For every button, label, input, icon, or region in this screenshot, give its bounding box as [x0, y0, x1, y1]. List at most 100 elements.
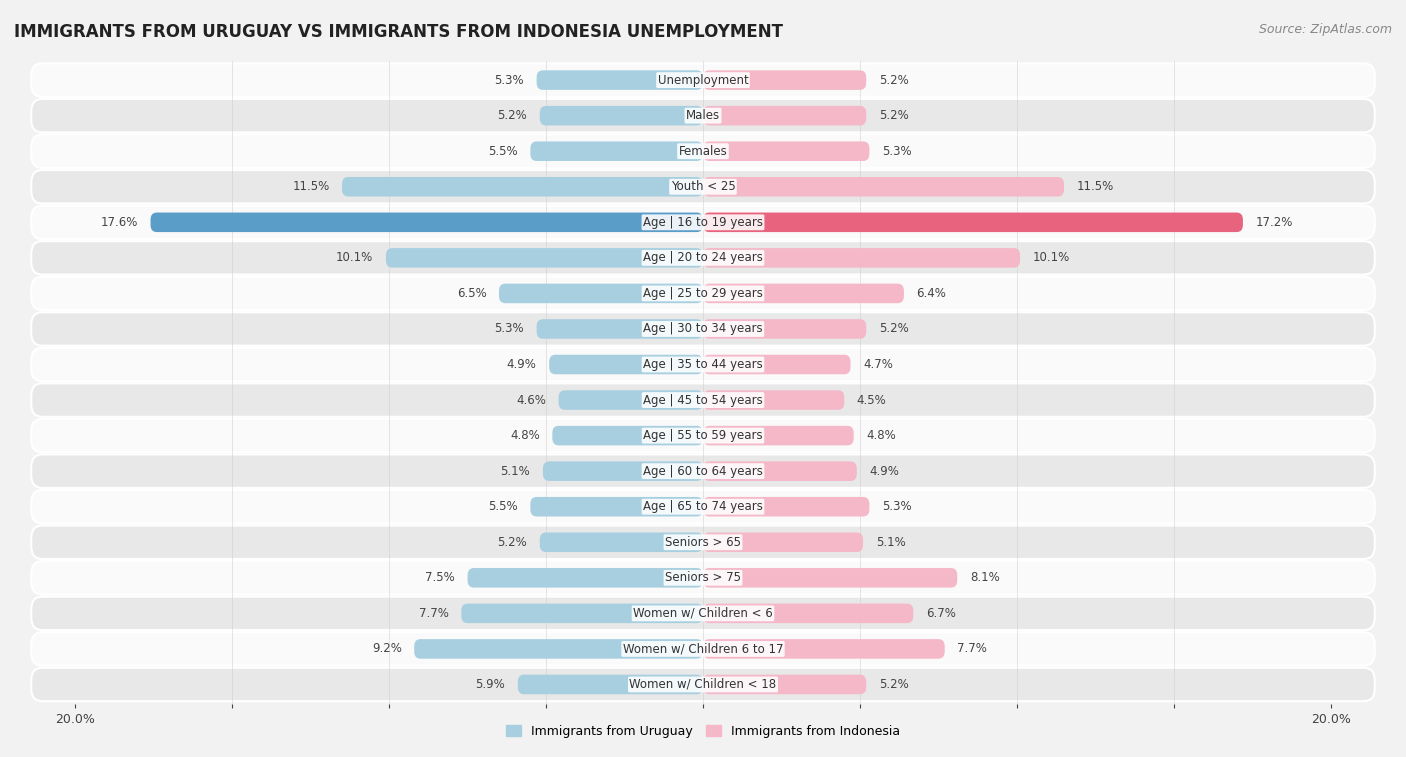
- FancyBboxPatch shape: [461, 603, 703, 623]
- FancyBboxPatch shape: [342, 177, 703, 197]
- Text: 4.7%: 4.7%: [863, 358, 893, 371]
- Text: 5.1%: 5.1%: [501, 465, 530, 478]
- FancyBboxPatch shape: [703, 532, 863, 552]
- Text: 9.2%: 9.2%: [371, 643, 402, 656]
- Legend: Immigrants from Uruguay, Immigrants from Indonesia: Immigrants from Uruguay, Immigrants from…: [502, 720, 904, 743]
- Text: 5.1%: 5.1%: [876, 536, 905, 549]
- FancyBboxPatch shape: [31, 241, 1375, 275]
- Text: 7.7%: 7.7%: [957, 643, 987, 656]
- FancyBboxPatch shape: [703, 568, 957, 587]
- Text: Age | 25 to 29 years: Age | 25 to 29 years: [643, 287, 763, 300]
- Text: Women w/ Children 6 to 17: Women w/ Children 6 to 17: [623, 643, 783, 656]
- Text: Seniors > 75: Seniors > 75: [665, 572, 741, 584]
- FancyBboxPatch shape: [540, 106, 703, 126]
- Text: Unemployment: Unemployment: [658, 73, 748, 86]
- Text: Age | 45 to 54 years: Age | 45 to 54 years: [643, 394, 763, 407]
- FancyBboxPatch shape: [31, 64, 1375, 97]
- Text: 5.3%: 5.3%: [495, 73, 524, 86]
- Text: Age | 16 to 19 years: Age | 16 to 19 years: [643, 216, 763, 229]
- FancyBboxPatch shape: [31, 312, 1375, 346]
- Text: 6.5%: 6.5%: [457, 287, 486, 300]
- FancyBboxPatch shape: [703, 106, 866, 126]
- Text: 8.1%: 8.1%: [970, 572, 1000, 584]
- Text: 6.7%: 6.7%: [927, 607, 956, 620]
- Text: 11.5%: 11.5%: [1077, 180, 1114, 193]
- FancyBboxPatch shape: [31, 206, 1375, 239]
- Text: Age | 60 to 64 years: Age | 60 to 64 years: [643, 465, 763, 478]
- Text: Women w/ Children < 6: Women w/ Children < 6: [633, 607, 773, 620]
- Text: IMMIGRANTS FROM URUGUAY VS IMMIGRANTS FROM INDONESIA UNEMPLOYMENT: IMMIGRANTS FROM URUGUAY VS IMMIGRANTS FR…: [14, 23, 783, 41]
- Text: Females: Females: [679, 145, 727, 157]
- Text: 5.2%: 5.2%: [498, 536, 527, 549]
- Text: Source: ZipAtlas.com: Source: ZipAtlas.com: [1258, 23, 1392, 36]
- Text: Seniors > 65: Seniors > 65: [665, 536, 741, 549]
- FancyBboxPatch shape: [31, 490, 1375, 523]
- FancyBboxPatch shape: [468, 568, 703, 587]
- Text: 5.2%: 5.2%: [498, 109, 527, 122]
- FancyBboxPatch shape: [31, 383, 1375, 417]
- Text: Youth < 25: Youth < 25: [671, 180, 735, 193]
- FancyBboxPatch shape: [703, 639, 945, 659]
- Text: 5.2%: 5.2%: [879, 109, 908, 122]
- Text: 11.5%: 11.5%: [292, 180, 329, 193]
- FancyBboxPatch shape: [537, 70, 703, 90]
- FancyBboxPatch shape: [537, 319, 703, 338]
- FancyBboxPatch shape: [703, 391, 844, 410]
- Text: 4.9%: 4.9%: [506, 358, 537, 371]
- FancyBboxPatch shape: [703, 497, 869, 516]
- Text: 4.6%: 4.6%: [516, 394, 546, 407]
- FancyBboxPatch shape: [31, 632, 1375, 665]
- Text: 17.2%: 17.2%: [1256, 216, 1294, 229]
- Text: Age | 35 to 44 years: Age | 35 to 44 years: [643, 358, 763, 371]
- FancyBboxPatch shape: [387, 248, 703, 268]
- Text: 4.8%: 4.8%: [866, 429, 896, 442]
- FancyBboxPatch shape: [703, 603, 914, 623]
- Text: Age | 55 to 59 years: Age | 55 to 59 years: [643, 429, 763, 442]
- FancyBboxPatch shape: [31, 135, 1375, 168]
- FancyBboxPatch shape: [540, 532, 703, 552]
- Text: 7.5%: 7.5%: [425, 572, 456, 584]
- FancyBboxPatch shape: [703, 284, 904, 304]
- FancyBboxPatch shape: [31, 347, 1375, 382]
- FancyBboxPatch shape: [703, 213, 1243, 232]
- Text: 5.2%: 5.2%: [879, 322, 908, 335]
- FancyBboxPatch shape: [530, 497, 703, 516]
- Text: Age | 20 to 24 years: Age | 20 to 24 years: [643, 251, 763, 264]
- Text: 4.5%: 4.5%: [856, 394, 887, 407]
- FancyBboxPatch shape: [703, 426, 853, 445]
- FancyBboxPatch shape: [703, 461, 856, 481]
- Text: 5.3%: 5.3%: [882, 145, 911, 157]
- FancyBboxPatch shape: [517, 674, 703, 694]
- FancyBboxPatch shape: [31, 668, 1375, 701]
- FancyBboxPatch shape: [703, 70, 866, 90]
- FancyBboxPatch shape: [31, 454, 1375, 488]
- FancyBboxPatch shape: [558, 391, 703, 410]
- FancyBboxPatch shape: [31, 170, 1375, 204]
- FancyBboxPatch shape: [703, 142, 869, 161]
- Text: 5.2%: 5.2%: [879, 73, 908, 86]
- FancyBboxPatch shape: [31, 525, 1375, 559]
- Text: 10.1%: 10.1%: [336, 251, 374, 264]
- Text: 5.5%: 5.5%: [488, 145, 517, 157]
- Text: Males: Males: [686, 109, 720, 122]
- FancyBboxPatch shape: [550, 355, 703, 374]
- Text: 4.8%: 4.8%: [510, 429, 540, 442]
- Text: 7.7%: 7.7%: [419, 607, 449, 620]
- FancyBboxPatch shape: [499, 284, 703, 304]
- FancyBboxPatch shape: [553, 426, 703, 445]
- Text: Age | 65 to 74 years: Age | 65 to 74 years: [643, 500, 763, 513]
- FancyBboxPatch shape: [31, 597, 1375, 630]
- Text: 5.5%: 5.5%: [488, 500, 517, 513]
- FancyBboxPatch shape: [543, 461, 703, 481]
- FancyBboxPatch shape: [703, 319, 866, 338]
- Text: Age | 30 to 34 years: Age | 30 to 34 years: [643, 322, 763, 335]
- FancyBboxPatch shape: [31, 561, 1375, 594]
- Text: 5.9%: 5.9%: [475, 678, 505, 691]
- FancyBboxPatch shape: [415, 639, 703, 659]
- Text: Women w/ Children < 18: Women w/ Children < 18: [630, 678, 776, 691]
- FancyBboxPatch shape: [703, 674, 866, 694]
- Text: 6.4%: 6.4%: [917, 287, 946, 300]
- Text: 10.1%: 10.1%: [1032, 251, 1070, 264]
- Text: 5.3%: 5.3%: [495, 322, 524, 335]
- FancyBboxPatch shape: [31, 277, 1375, 310]
